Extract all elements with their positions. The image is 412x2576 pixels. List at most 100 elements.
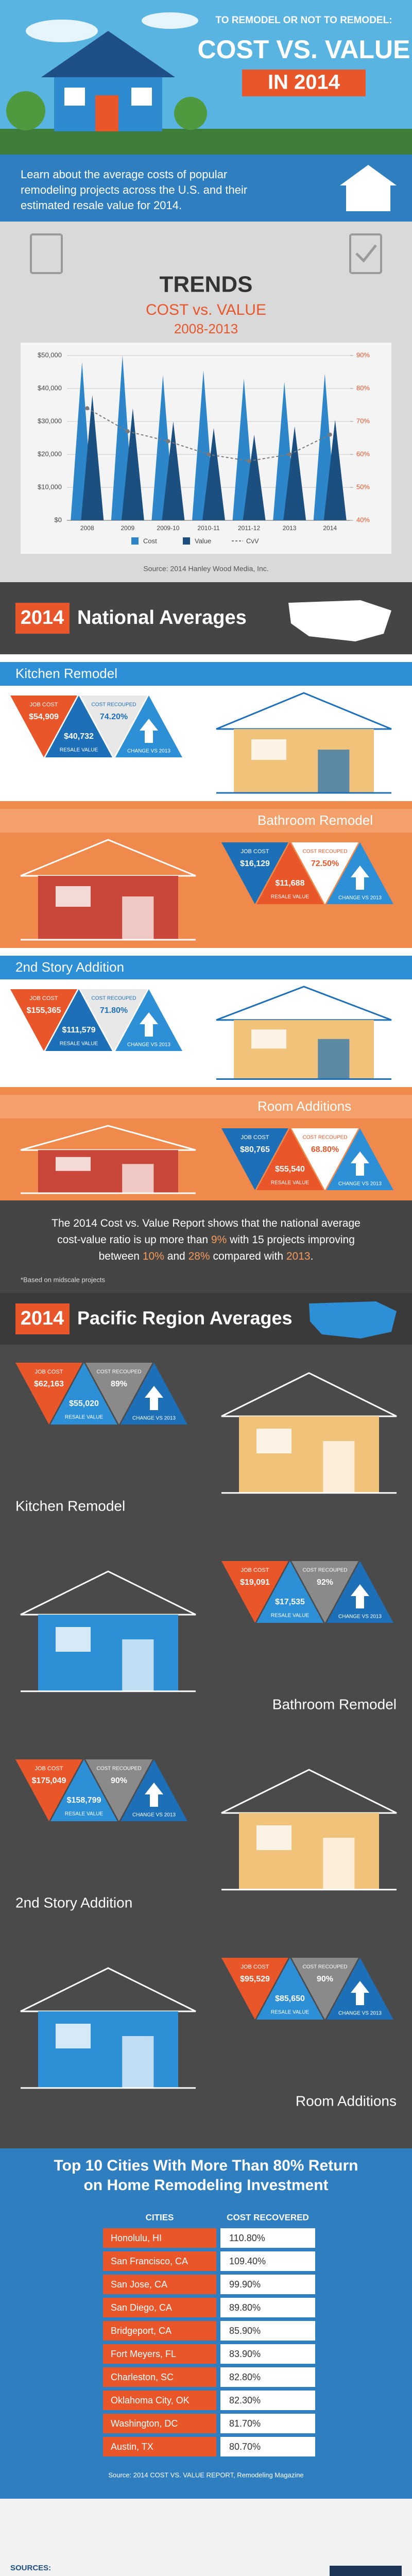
recouped-value: 71.80% xyxy=(100,1006,128,1015)
triangle xyxy=(50,1363,117,1425)
summary-line: The 2014 Cost vs. Value Report shows tha… xyxy=(52,1217,360,1229)
change-label: CHANGE VS 2013 xyxy=(132,1812,176,1818)
cost-recovered: 109.40% xyxy=(229,2256,266,2266)
change-arrow xyxy=(351,1584,369,1608)
summary-segment: The 2014 Cost vs. Value Report shows tha… xyxy=(52,1217,360,1229)
summary-segment: 2013 xyxy=(286,1250,311,1262)
city-name: San Francisco, CA xyxy=(111,2256,188,2266)
city-name: Fort Meyers, FL xyxy=(111,2349,176,2359)
ground xyxy=(0,129,412,155)
resale-label: RESALE VALUE xyxy=(271,1613,310,1619)
us-map xyxy=(288,600,391,641)
triangle xyxy=(291,1128,358,1190)
value-cell xyxy=(220,2344,315,2364)
cost-recovered: 99.90% xyxy=(229,2279,261,2290)
chart: $0 $10,000 $20,000 $30,000 $40,000 $50,000 40%… xyxy=(38,351,370,545)
year-badge: IN 2014 xyxy=(268,71,340,94)
x-tick-label: 2008 xyxy=(80,524,94,532)
line-point xyxy=(287,452,292,456)
scene-door xyxy=(318,1039,350,1079)
summary: The 2014 Cost vs. Value Report shows tha… xyxy=(52,1217,360,1262)
job-cost-value: $175,049 xyxy=(32,1776,66,1785)
change-label: CHANGE VS 2013 xyxy=(338,1614,382,1620)
sources-label: SOURCES: xyxy=(10,2564,51,2572)
triangle xyxy=(256,1128,323,1190)
triangle xyxy=(291,1561,358,1623)
value-cell xyxy=(220,2367,315,2387)
document-icon xyxy=(30,233,63,274)
summary-line: cost-value ratio is up more than 9% with… xyxy=(57,1234,355,1246)
triangle xyxy=(15,1363,82,1425)
summary-segment: between xyxy=(99,1250,143,1262)
summary-segment: 10% xyxy=(143,1250,164,1262)
tree xyxy=(174,97,207,130)
city-cell xyxy=(103,2298,216,2317)
triangle xyxy=(85,1363,152,1425)
bar xyxy=(202,428,225,520)
job-cost-label: JOB COST xyxy=(241,1964,269,1970)
value-cell xyxy=(220,2391,315,2410)
project-name: Bathroom Remodel xyxy=(272,1696,397,1712)
summary-segment: cost-value ratio is up more than xyxy=(57,1234,211,1246)
recouped-value: 74.20% xyxy=(100,713,128,721)
value-cell xyxy=(220,2437,315,2456)
scene-window xyxy=(251,1029,286,1049)
chart-source: Source: 2014 Hanley Wood Media, Inc. xyxy=(143,565,268,573)
project-name-stripe xyxy=(0,956,412,979)
y-tick-label: $50,000 xyxy=(38,351,62,359)
triangle xyxy=(291,1958,358,2020)
column-header: CITIES xyxy=(146,2212,174,2222)
header-title: COST VS. VALUE xyxy=(197,35,410,64)
intro-house-icon xyxy=(340,165,397,185)
cities-title: on Home Remodeling Investment xyxy=(83,2177,328,2194)
summary-segment: with 15 projects improving xyxy=(227,1234,355,1246)
bar xyxy=(121,408,144,520)
resale-value: $17,535 xyxy=(275,1598,305,1606)
line-point xyxy=(166,439,170,444)
project-name-stripe xyxy=(0,1095,412,1118)
change-label: CHANGE VS 2013 xyxy=(132,1416,176,1421)
national-year: 2014 xyxy=(21,607,64,629)
y-tick-label: $30,000 xyxy=(38,417,62,425)
job-cost-label: JOB COST xyxy=(35,1369,63,1375)
cost-recovered: 80.70% xyxy=(229,2442,261,2452)
triangle xyxy=(221,1128,288,1190)
change-arrow xyxy=(145,1386,163,1410)
triangle xyxy=(256,842,323,904)
checklist-icon xyxy=(349,233,382,274)
pacific-projects: JOB COST $62,163 $55,020 RESALE VALUE COST R… xyxy=(0,1345,412,2148)
y-tick-label: $10,000 xyxy=(38,483,62,490)
summary-band xyxy=(0,1200,412,1293)
city-cell xyxy=(103,2367,216,2387)
scene-wall xyxy=(234,729,374,793)
recouped-value: 89% xyxy=(111,1380,127,1388)
recouped-label: COST RECOUPED xyxy=(96,1766,141,1772)
y2-tick-label: 80% xyxy=(356,384,370,392)
scene-wall xyxy=(38,1150,178,1193)
city-name: Oklahoma City, OK xyxy=(111,2395,190,2405)
year-box xyxy=(15,1303,70,1334)
cities-source: Source: 2014 COST VS. VALUE REPORT, Remo… xyxy=(108,2471,303,2479)
city-cell xyxy=(103,2437,216,2456)
intro-house-icon xyxy=(346,185,390,211)
line-point xyxy=(125,429,130,434)
city-name: Washington, DC xyxy=(111,2418,178,2429)
recouped-label: COST RECOUPED xyxy=(96,1369,141,1375)
line-point xyxy=(328,432,332,437)
change-label: CHANGE VS 2013 xyxy=(127,749,170,754)
y2-tick-label: 40% xyxy=(356,516,370,523)
change-arrow xyxy=(351,866,369,890)
job-cost-label: JOB COST xyxy=(35,1766,63,1772)
summary-segment: 9% xyxy=(211,1234,227,1246)
note: *Based on midscale projects xyxy=(21,1276,106,1283)
x-tick-label: 2011-12 xyxy=(238,524,260,532)
change-label: CHANGE VS 2013 xyxy=(127,1042,170,1048)
scene-window xyxy=(56,1157,91,1171)
project-name-stripe xyxy=(0,809,412,833)
job-cost-label: JOB COST xyxy=(29,702,58,708)
cost-recovered: 89.80% xyxy=(229,2302,261,2313)
project-name: 2nd Story Addition xyxy=(15,959,124,975)
triangle xyxy=(10,989,77,1051)
